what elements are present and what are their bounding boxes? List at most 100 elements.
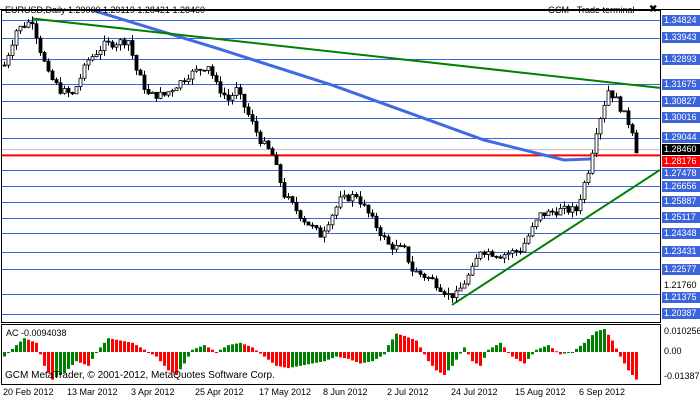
- candle-body: [410, 261, 415, 272]
- ac-bar: [247, 345, 250, 352]
- ac-bar: [187, 352, 190, 357]
- ac-bar: [555, 351, 558, 353]
- indicator-border: [1, 324, 661, 385]
- symbol-info: EURUSD,Daily 1.29000 1.29119 1.28421 1.2…: [5, 5, 205, 15]
- ac-bar: [323, 352, 326, 362]
- ac-bar: [351, 352, 354, 361]
- ac-bar: [199, 346, 202, 352]
- ac-bar: [195, 348, 198, 352]
- candle-body: [486, 251, 491, 255]
- candle-body: [326, 224, 331, 232]
- ac-bar: [619, 352, 622, 357]
- ac-bar: [631, 352, 634, 375]
- ac-bar: [587, 338, 590, 352]
- candle-body: [578, 198, 583, 212]
- price-level-label: 1.25117: [662, 212, 700, 224]
- candle-body: [398, 245, 403, 247]
- ac-bar: [87, 352, 90, 366]
- candle-body: [50, 70, 55, 81]
- ac-bar: [599, 330, 602, 352]
- candle-body: [98, 50, 103, 55]
- ac-bar: [451, 352, 454, 366]
- ac-bar: [315, 352, 318, 363]
- candle-body: [170, 90, 175, 93]
- close-icon[interactable]: ✖: [649, 4, 658, 15]
- candle-body: [10, 44, 15, 56]
- candle-body: [278, 164, 283, 183]
- candle-body: [6, 55, 11, 66]
- candle-body: [358, 196, 363, 205]
- candlesticks: [2, 16, 639, 303]
- candle-body: [194, 68, 199, 72]
- candle-body: [338, 196, 343, 208]
- candle-body: [590, 152, 595, 174]
- indicator-axis-min: -0.01387: [664, 371, 700, 381]
- ac-bar: [559, 352, 562, 355]
- ac-bar: [27, 339, 30, 352]
- ac-bar: [287, 352, 290, 369]
- ac-bar: [43, 352, 46, 366]
- ac-bar: [439, 352, 442, 373]
- candle-body: [234, 87, 239, 96]
- ac-bar: [123, 341, 126, 352]
- ac-bar: [327, 352, 330, 360]
- candle-body: [114, 44, 119, 48]
- candle-body: [66, 88, 71, 93]
- ac-bar: [547, 345, 550, 352]
- candle-body: [310, 224, 315, 227]
- ac-bar: [423, 352, 426, 355]
- ac-bar: [615, 348, 618, 352]
- ac-bar: [143, 349, 146, 352]
- ac-bar: [119, 340, 122, 352]
- date-label: 2 Jul 2012: [387, 387, 429, 397]
- ac-bar: [75, 352, 78, 362]
- candle-body: [454, 290, 459, 299]
- ac-bar: [491, 347, 494, 352]
- ac-bar: [155, 352, 158, 357]
- ac-bar: [483, 352, 486, 358]
- ac-bar: [243, 344, 246, 352]
- ac-bar: [251, 347, 254, 352]
- ac-bar: [271, 352, 274, 363]
- ac-bar: [99, 347, 102, 352]
- candle-body: [418, 270, 423, 275]
- ac-bar: [83, 352, 86, 365]
- candle-body: [606, 90, 611, 106]
- candle-body: [506, 252, 511, 256]
- price-level-label: 1.34824: [662, 14, 700, 26]
- ac-bar: [175, 352, 178, 375]
- ac-bar: [367, 352, 370, 362]
- date-label: 25 Apr 2012: [195, 387, 244, 397]
- ac-histogram: [3, 329, 638, 380]
- ac-bar: [535, 349, 538, 352]
- ac-bar: [183, 352, 186, 364]
- trendline[interactable]: [451, 169, 661, 306]
- candle-body: [546, 210, 551, 217]
- ac-bar: [303, 352, 306, 366]
- candle-body: [70, 92, 75, 95]
- trendlines[interactable]: [31, 17, 661, 306]
- candle-body: [534, 219, 539, 228]
- candle-body: [318, 227, 323, 238]
- ac-bar: [339, 352, 342, 358]
- candle-body: [206, 66, 211, 71]
- candle-body: [374, 215, 379, 229]
- ac-bar: [623, 352, 626, 364]
- ac-bar: [495, 345, 498, 352]
- trendline[interactable]: [31, 17, 661, 89]
- ac-bar: [79, 352, 82, 363]
- ac-bar: [319, 352, 322, 362]
- candle-body: [246, 106, 251, 115]
- ac-bar: [11, 348, 14, 352]
- candle-body: [54, 79, 59, 84]
- candle-body: [474, 258, 479, 267]
- candle-body: [562, 205, 567, 209]
- candle-body: [166, 91, 171, 96]
- ac-bar: [139, 347, 142, 352]
- candle-body: [14, 30, 19, 46]
- candle-body: [322, 230, 327, 238]
- candle-body: [594, 133, 599, 154]
- price-level-label: 1.21375: [662, 292, 700, 304]
- candle-body: [78, 77, 83, 88]
